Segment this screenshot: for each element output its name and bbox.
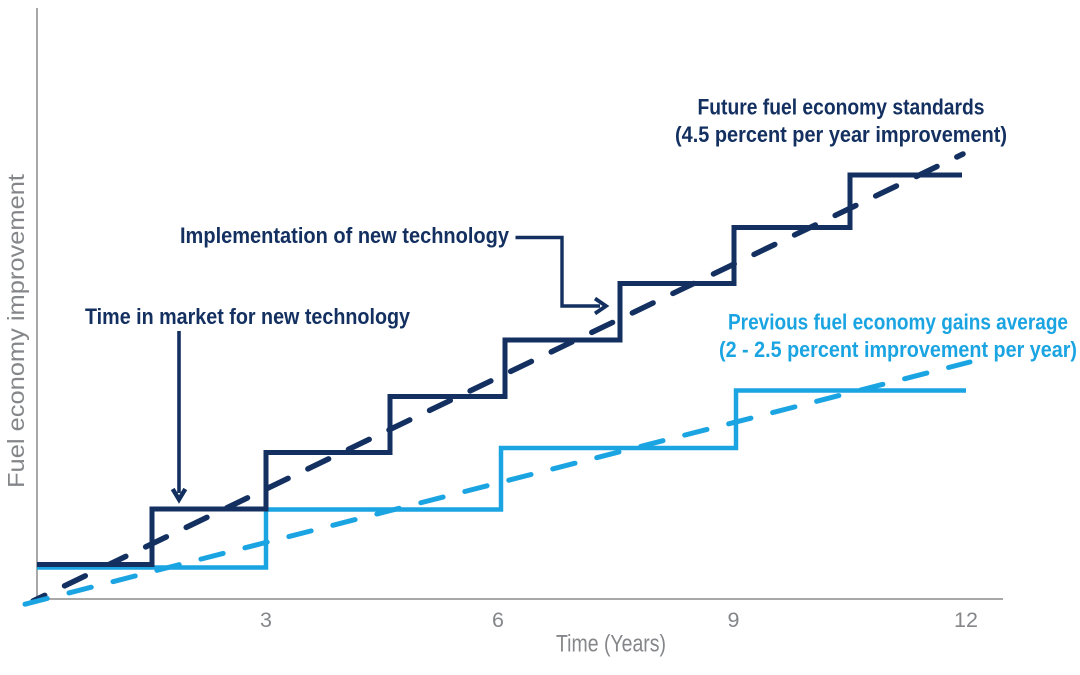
svg-text:6: 6 xyxy=(492,608,504,632)
svg-text:Time (Years): Time (Years) xyxy=(556,631,666,658)
svg-text:Implementation of new technolo: Implementation of new technology xyxy=(180,223,510,248)
svg-text:9: 9 xyxy=(728,608,740,632)
svg-text:12: 12 xyxy=(954,608,978,632)
svg-text:(2 - 2.5 percent improvement p: (2 - 2.5 percent improvement per year) xyxy=(719,337,1077,362)
svg-text:Future fuel economy standards: Future fuel economy standards xyxy=(698,95,985,120)
svg-text:(4.5 percent per year improvem: (4.5 percent per year improvement) xyxy=(675,122,1007,147)
svg-text:Fuel economy improvement: Fuel economy improvement xyxy=(3,173,29,488)
svg-text:Previous fuel economy gains av: Previous fuel economy gains average xyxy=(728,309,1068,334)
svg-text:3: 3 xyxy=(260,608,272,632)
svg-text:Time in market for new technol: Time in market for new technology xyxy=(85,304,411,329)
